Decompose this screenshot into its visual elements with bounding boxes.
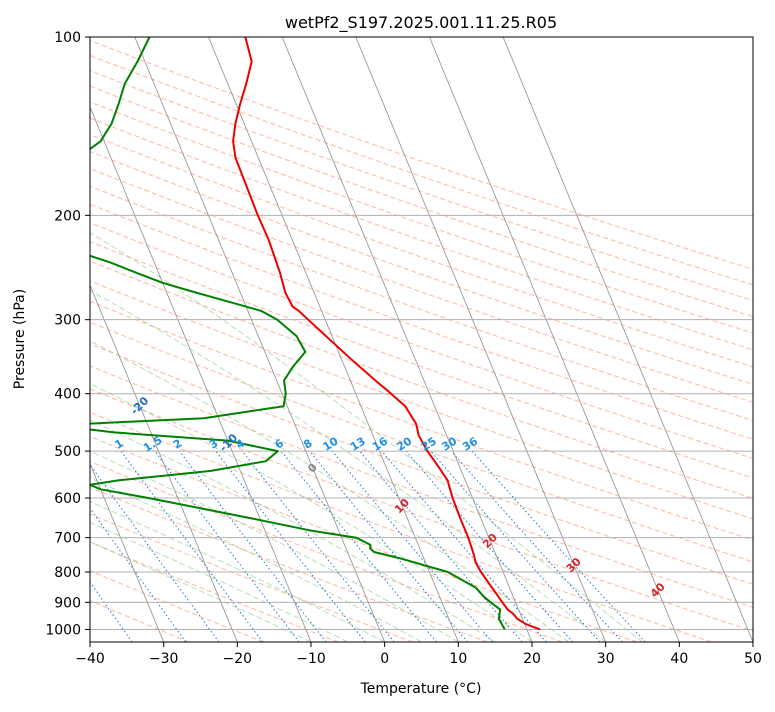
isotherm-line (429, 37, 680, 642)
moist-adiabat-line (90, 340, 570, 642)
dry-adiabat-line (90, 260, 753, 499)
dry-adiabat-line (90, 321, 753, 563)
mixing-ratio-line (280, 450, 437, 642)
moist-adiabat-line (90, 419, 496, 642)
x-tick-label: −30 (149, 651, 179, 667)
dry-adiabat-line (90, 486, 488, 642)
x-tick-label: 20 (523, 651, 541, 667)
mixing-ratio-line (154, 450, 300, 642)
isotherm-line (90, 462, 165, 642)
chart-title: wetPf2_S197.2025.001.11.25.R05 (285, 13, 557, 33)
mixing-ratio-line (430, 450, 601, 642)
dry-adiabat-line (90, 411, 712, 642)
x-axis-label: Temperature (°C) (360, 681, 482, 697)
y-tick-label: 500 (54, 444, 81, 460)
x-tick-label: −20 (223, 651, 253, 667)
mixing-ratio-line (405, 450, 574, 642)
dry-adiabat-line (90, 54, 753, 286)
x-tick-label: 10 (449, 651, 467, 667)
axis-ticks: −40 −30 −20 −10 0 10 20 30 40 50 100 200 300 400 500 60… (45, 30, 762, 667)
x-tick-label: 0 (380, 651, 389, 667)
x-tick-label: 30 (597, 651, 615, 667)
y-tick-label: 700 (54, 531, 81, 547)
y-tick-label: 300 (54, 313, 81, 329)
isotherm-line (134, 37, 386, 642)
mixing-ratio-line (241, 450, 395, 642)
mixing-ratio-line (90, 463, 220, 642)
mixing-ratio-line (471, 450, 646, 642)
x-tick-label: 40 (670, 651, 688, 667)
mixing-ratio-line (90, 581, 133, 642)
y-tick-label: 800 (54, 565, 81, 581)
plot-frame (89, 36, 754, 643)
dewpoint-line (90, 37, 506, 630)
dry-adiabat-line (90, 365, 753, 608)
mixing-ratio-line (332, 450, 493, 642)
mixing-ratio-line (90, 507, 187, 642)
isotherm-line (208, 37, 459, 642)
dry-adiabat-line (90, 280, 753, 520)
moist-adiabat-line (90, 383, 533, 642)
isotherm-line (355, 37, 607, 642)
isotherm-line (502, 37, 753, 642)
moist-adiabat-line (90, 500, 385, 642)
y-tick-label: 900 (54, 595, 81, 611)
y-tick-label: 200 (54, 208, 81, 224)
dry-adiabat-line (90, 460, 563, 642)
mixing-ratio-line (120, 450, 264, 642)
moist-adiabat-line (90, 450, 459, 642)
background-lines (90, 37, 753, 642)
isotherm-line (281, 37, 533, 642)
y-tick-label: 600 (54, 491, 81, 507)
y-axis-label: Pressure (hPa) (12, 289, 28, 389)
dry-adiabat-line (90, 435, 638, 642)
y-tick-label: 400 (54, 387, 81, 403)
isotherm-line (90, 284, 238, 642)
y-tick-label: 100 (54, 30, 81, 46)
temperature-line (232, 37, 541, 631)
dry-adiabat-line (90, 101, 753, 334)
x-tick-label: 50 (744, 651, 762, 667)
dry-adiabat-line (90, 85, 753, 318)
x-tick-label: −10 (296, 651, 326, 667)
dry-adiabat-line (90, 70, 753, 302)
dry-adiabat-line (90, 300, 753, 541)
x-tick-label: −40 (75, 651, 105, 667)
moist-adiabat-line (90, 477, 422, 642)
y-tick-label: 1000 (45, 622, 81, 638)
moist-adiabat-line (90, 231, 643, 642)
profile-lines (90, 37, 541, 631)
